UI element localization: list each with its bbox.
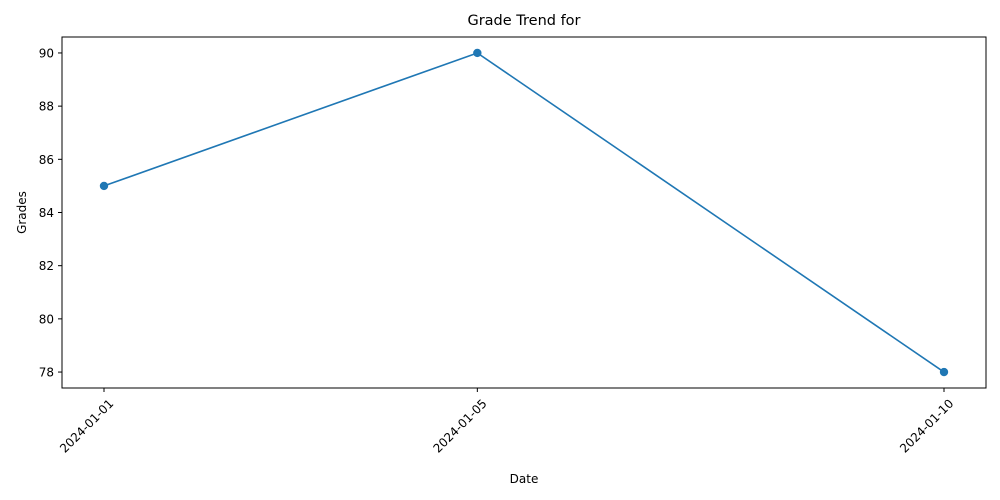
chart-title: Grade Trend for bbox=[467, 13, 580, 29]
y-tick-label: 84 bbox=[39, 206, 54, 220]
data-point bbox=[99, 181, 109, 191]
y-tick-label: 86 bbox=[39, 153, 54, 167]
y-tick-label: 78 bbox=[39, 366, 54, 380]
x-axis-label: Date bbox=[510, 472, 539, 486]
axes-frame bbox=[61, 36, 987, 389]
y-tick-label: 88 bbox=[39, 100, 54, 114]
data-point bbox=[939, 367, 949, 377]
y-tick-label: 82 bbox=[39, 259, 54, 273]
y-tick-label: 80 bbox=[39, 312, 54, 326]
y-axis-label: Grades bbox=[15, 191, 29, 234]
data-point bbox=[473, 48, 482, 58]
y-tick-label: 90 bbox=[39, 46, 54, 60]
